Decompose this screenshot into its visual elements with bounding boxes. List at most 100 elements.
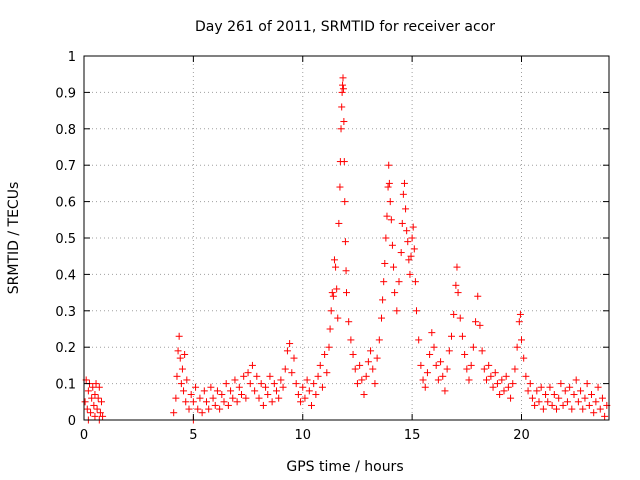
data-point	[203, 398, 210, 406]
data-point	[480, 365, 488, 373]
data-point	[498, 376, 506, 384]
data-point	[437, 358, 445, 366]
data-point	[585, 401, 593, 409]
data-point	[341, 198, 349, 206]
data-point	[388, 241, 396, 249]
data-point	[288, 369, 296, 377]
data-point	[500, 387, 508, 395]
data-point	[338, 103, 346, 111]
data-point	[513, 343, 521, 351]
data-point	[351, 365, 359, 373]
data-point	[81, 398, 89, 406]
data-point	[504, 383, 512, 391]
data-point	[262, 383, 270, 391]
data-point	[489, 383, 497, 391]
data-point	[229, 394, 237, 402]
data-point	[373, 354, 381, 362]
data-point	[259, 401, 267, 409]
data-point	[598, 394, 606, 402]
data-point	[220, 398, 228, 406]
data-point	[325, 343, 333, 351]
data-point	[88, 394, 96, 402]
data-point	[286, 340, 294, 348]
data-point	[520, 354, 528, 362]
data-point	[174, 347, 182, 355]
data-point	[483, 376, 490, 384]
data-point	[173, 372, 181, 380]
data-point	[463, 365, 471, 373]
data-point	[491, 369, 499, 377]
data-point	[458, 332, 466, 340]
data-point	[385, 179, 393, 187]
data-point	[266, 372, 274, 380]
y-tick-label: 0.4	[55, 268, 76, 283]
data-point	[314, 372, 322, 380]
data-point	[268, 398, 276, 406]
data-point	[360, 391, 368, 399]
y-tick-label: 0.7	[55, 159, 76, 174]
data-point	[439, 372, 447, 380]
data-point	[91, 412, 99, 420]
data-point	[384, 183, 392, 191]
data-point	[417, 361, 425, 369]
data-point	[548, 401, 556, 409]
data-point	[207, 383, 215, 391]
data-point	[339, 81, 347, 89]
x-tick-label: 15	[404, 428, 421, 443]
data-point	[181, 350, 189, 358]
data-point	[539, 405, 547, 413]
data-point	[371, 380, 379, 388]
data-point	[410, 245, 418, 253]
data-point	[205, 405, 213, 413]
data-point	[419, 376, 427, 384]
y-tick-label: 0.8	[55, 123, 76, 138]
data-point	[283, 347, 291, 355]
data-point	[328, 289, 336, 297]
data-point	[544, 398, 552, 406]
data-point	[172, 394, 180, 402]
data-point	[561, 387, 569, 395]
data-point	[546, 383, 554, 391]
data-point	[89, 383, 97, 391]
data-point	[224, 401, 232, 409]
data-point	[92, 380, 100, 388]
x-tick-labels: 0 5 10 15 20	[80, 428, 530, 443]
data-point	[323, 369, 331, 377]
data-point	[400, 179, 408, 187]
data-point	[333, 285, 341, 293]
data-point	[430, 343, 438, 351]
data-point	[383, 212, 391, 220]
y-tick-label: 0.5	[55, 232, 76, 247]
data-point	[200, 387, 208, 395]
data-point	[542, 391, 550, 399]
x-tick-label: 0	[80, 428, 88, 443]
data-point	[246, 380, 254, 388]
data-point	[336, 183, 344, 191]
data-point	[218, 391, 226, 399]
data-point	[380, 278, 388, 286]
data-point	[454, 289, 462, 297]
data-point	[448, 332, 455, 340]
data-point	[452, 281, 460, 289]
data-point	[407, 252, 415, 260]
data-point	[397, 249, 405, 257]
data-point	[345, 318, 353, 326]
data-points	[81, 74, 611, 424]
data-point	[326, 325, 334, 333]
data-point	[248, 361, 256, 369]
data-point	[264, 391, 272, 399]
data-point	[563, 398, 571, 406]
data-point	[461, 350, 469, 358]
data-point	[233, 398, 241, 406]
data-point	[423, 369, 431, 377]
data-point	[318, 383, 326, 391]
data-point	[84, 387, 92, 395]
data-point	[550, 391, 558, 399]
data-point	[478, 347, 486, 355]
data-point	[386, 198, 394, 206]
data-point	[332, 263, 340, 271]
data-point	[231, 376, 239, 384]
data-point	[83, 405, 91, 413]
data-point	[391, 289, 399, 297]
data-point	[187, 391, 195, 399]
